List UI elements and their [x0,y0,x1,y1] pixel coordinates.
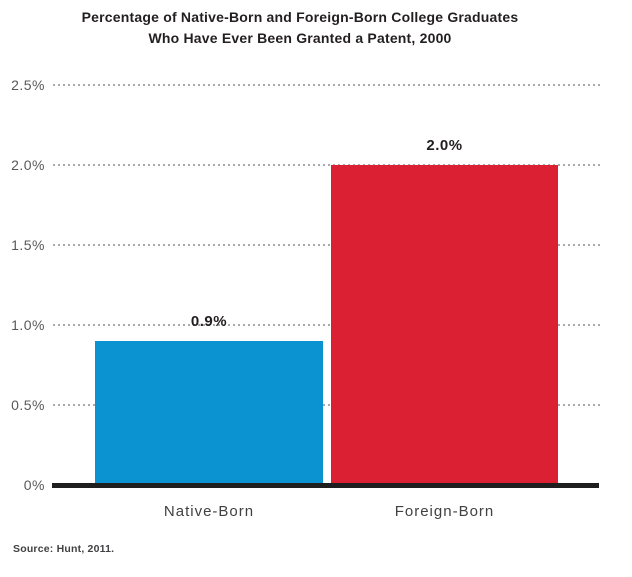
y-tick-label-2.0%: 2.0% [11,157,45,173]
bar-foreign-born [331,165,558,485]
gridline-1.0% [53,324,600,326]
y-tick-label-2.5%: 2.5% [11,77,45,93]
chart-title-line1: Percentage of Native-Born and Foreign-Bo… [81,9,519,25]
gridline-1.5% [53,244,600,246]
x-axis-label-foreign-born: Foreign-Born [394,503,495,520]
bar-native-born [95,341,323,485]
chart-title: Percentage of Native-Born and Foreign-Bo… [0,7,600,49]
gridline-2.0% [53,164,600,166]
y-tick-label-1.5%: 1.5% [11,237,45,253]
bar-group-foreign-born: 2.0% [331,0,558,485]
x-axis-line [52,483,599,488]
bar-group-native-born: 0.9% [95,0,323,485]
y-tick-label-0%: 0% [23,477,45,493]
y-tick-label-1.0%: 1.0% [11,317,45,333]
source-note: Source: Hunt, 2011. [13,543,115,555]
gridline-2.5% [53,84,600,86]
x-axis-label-native-born: Native-Born [163,503,255,520]
bar-value-label-foreign-born: 2.0% [426,137,463,154]
y-tick-label-0.5%: 0.5% [11,397,45,413]
gridline-0.5% [53,404,600,406]
chart-title-line2: Who Have Ever Been Granted a Patent, 200… [148,30,452,46]
bar-value-label-native-born: 0.9% [190,313,228,330]
